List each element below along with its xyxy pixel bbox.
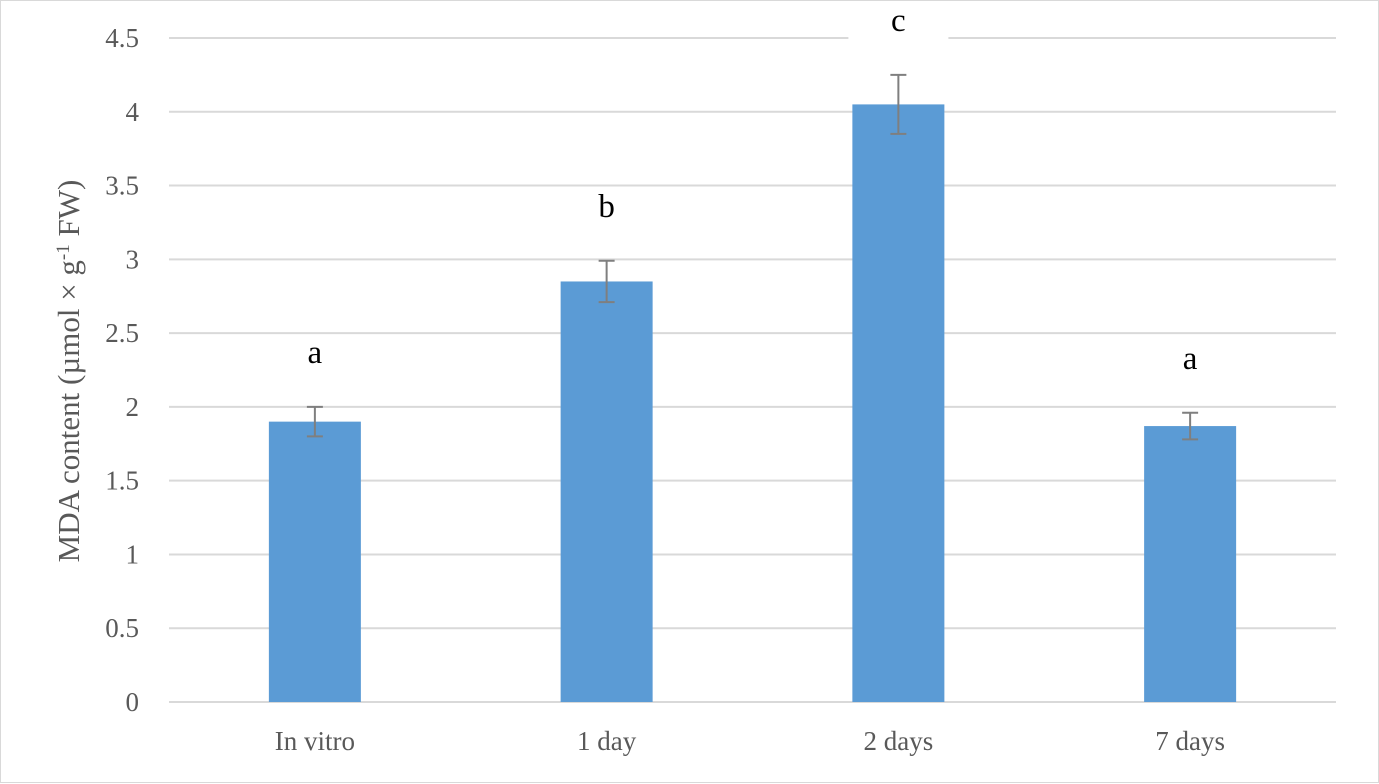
significance-letter: c: [891, 3, 906, 39]
bar: [268, 421, 361, 702]
y-axis-title-superscript: -1: [53, 244, 74, 260]
significance-letter: a: [308, 335, 323, 371]
error-bars: [306, 73, 1199, 441]
y-tick-label: 1.5: [105, 466, 139, 496]
x-tick-label: In vitro: [275, 726, 355, 756]
y-tick-label: 3.5: [105, 171, 139, 201]
bar: [852, 104, 945, 702]
y-axis-ticks: 0 0.5 1 1.5 2 2.5 3 3.5 4 4.5: [105, 23, 139, 717]
x-tick-label: 7 days: [1155, 726, 1225, 756]
letter-background: [264, 334, 365, 373]
x-axis-ticks: In vitro 1 day 2 days 7 days: [275, 726, 1225, 756]
significance-letter: b: [598, 189, 615, 225]
gridlines: [169, 37, 1336, 703]
y-tick-label: 4.5: [105, 23, 139, 53]
y-tick-label: 3: [126, 244, 140, 274]
bar: [560, 281, 653, 702]
significance-letter: a: [1183, 341, 1198, 377]
significance-letters: a b c a: [264, 2, 1241, 379]
x-tick-label: 1 day: [577, 726, 637, 756]
letter-background: [556, 188, 657, 227]
y-tick-label: 4: [126, 97, 140, 127]
y-tick-label: 0: [126, 687, 140, 717]
y-tick-label: 0.5: [105, 613, 139, 643]
y-axis-title: MDA content (µmol × g-1 FW): [51, 180, 86, 563]
y-tick-label: 2: [126, 392, 140, 422]
y-axis-title-suffix: FW): [51, 180, 86, 245]
bar: [1144, 426, 1237, 702]
bars: [268, 104, 1237, 702]
x-tick-label: 2 days: [864, 726, 934, 756]
letter-background: [1140, 340, 1241, 379]
y-tick-label: 1: [126, 539, 140, 569]
y-tick-label: 2.5: [105, 318, 139, 348]
y-axis-title-prefix: MDA content (µmol × g: [51, 260, 86, 562]
letter-background: [848, 2, 949, 41]
